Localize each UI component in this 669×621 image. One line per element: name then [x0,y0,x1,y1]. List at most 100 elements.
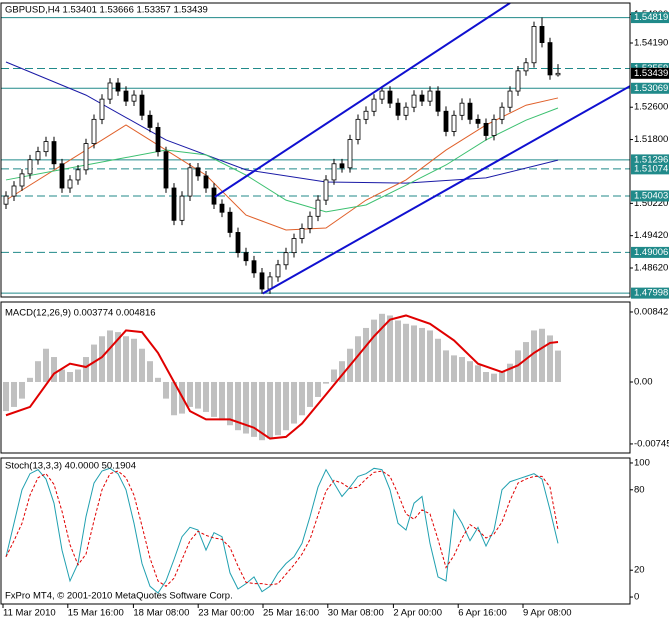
candle-body [243,252,249,262]
candle-body [195,167,201,177]
macd-bar [371,319,377,382]
candle-body [203,175,209,189]
macd-bar [355,336,361,382]
candle-body [435,90,441,112]
price-level-tag [631,287,669,299]
macd-bar [259,381,265,441]
macd-bar [195,381,201,409]
macd-bar [163,381,169,399]
macd-bar [187,381,193,407]
candle-body [419,94,425,102]
macd-bar [219,381,225,421]
macd-title: MACD(12,26,9) 0.003774 0.004816 [5,308,156,319]
macd-bar [91,344,97,382]
macd-bar [147,361,153,382]
macd-bar [11,381,17,407]
y-tick-label: 1.50220 [634,198,668,209]
price-level-label: 1.47998 [634,288,668,299]
candle-body [467,102,473,120]
price-level-label: 1.51074 [634,163,668,174]
candle-body [483,122,489,136]
macd-bar [19,381,25,399]
macd-bar [107,330,113,382]
candle-body [403,106,409,116]
y-tick-label: 100 [634,457,650,468]
candle-body [515,70,521,92]
candle-body [67,179,73,189]
macd-bar [275,381,281,436]
macd-bar [115,332,121,382]
macd-bar [315,381,321,397]
panel-plot [3,313,561,441]
y-tick-label: 1.49420 [634,230,668,241]
macd-bar [251,381,257,437]
macd-bar [243,381,249,434]
candle-body [315,199,321,217]
x-tick-label: 11 Mar 2010 [3,608,56,619]
macd-bar [211,381,217,417]
candle-body [379,90,385,100]
x-tick-label: 9 Apr 08:00 [523,608,572,619]
macd-bar [419,327,425,382]
candle-body [491,118,497,136]
macd-bar [155,377,161,382]
candle-body [147,114,153,128]
candle-body [227,211,233,233]
y-tick-label: 0.00 [634,377,653,388]
macd-bar [203,381,209,412]
price-level-label: 1.53069 [634,83,668,94]
macd-bar [451,355,457,382]
y-tick-label: 0 [634,592,639,603]
macd-bar [227,381,233,426]
candle-body [283,252,289,266]
macd-bar [363,327,369,382]
footer: FxPro MT4, © 2001-2010 MetaQuotes Softwa… [5,591,233,602]
y-tick-label: 20 [634,565,645,576]
price-level-label: 1.54819 [634,12,668,23]
candle-body [123,90,129,102]
price-level-tag [631,154,669,166]
candle-body [83,143,89,171]
macd-bar [235,381,241,431]
candle-body [547,42,553,76]
candle-body [387,90,393,104]
macd-bar [59,369,65,382]
candle-body [75,169,81,181]
macd-bar [395,320,401,382]
candle-body [331,163,337,181]
panel-plot [5,467,559,594]
candle-body [411,94,417,108]
x-tick-label: 6 Apr 16:00 [458,608,507,619]
stoch-title: Stoch(13,3,3) 40.0000 50.1904 [5,461,136,472]
candle-body [251,260,257,274]
candle-body [139,94,145,116]
macd-bar [379,313,385,382]
macd-bar [43,348,49,382]
candle-body [443,110,449,132]
macd-bar [139,348,145,382]
macd-bar [3,381,9,412]
panel-frame [0,2,631,298]
x-tick-label: 23 Mar 00:00 [198,608,254,619]
candle-body [19,173,25,187]
candle-body [531,26,537,64]
candle-body [3,195,9,205]
price-level-label: 1.50403 [634,190,668,201]
panel-frame [0,301,631,454]
candle-body [323,179,329,201]
candle-body [99,98,105,120]
macd-bar [483,372,489,382]
macd-bar [427,330,433,382]
candle-body [171,187,177,221]
candle-body [163,151,169,189]
macd-bar [83,357,89,382]
panel-plot [1,3,630,295]
candle-body [555,72,561,76]
price-level-tag [631,190,669,202]
candle-body [427,90,433,102]
macd-bar [403,323,409,382]
chart-title: GBPUSD,H4 1.53401 1.53666 1.53357 1.5343… [5,5,208,16]
